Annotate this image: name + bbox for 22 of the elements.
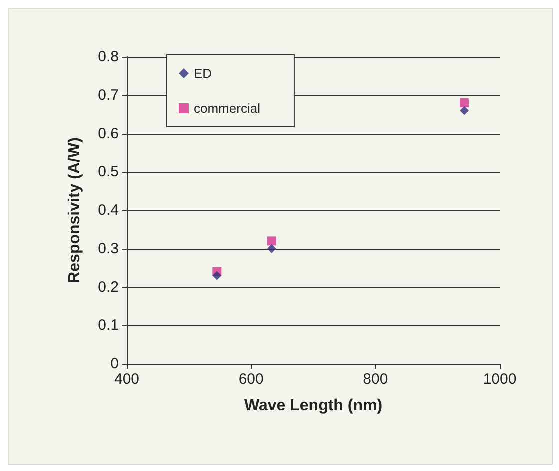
x-tick-label: 400 <box>114 371 140 388</box>
x-tick-label: 600 <box>238 371 264 388</box>
y-tick-label: 0.1 <box>98 317 119 334</box>
point <box>460 106 470 116</box>
y-tick-label: 0.3 <box>98 240 119 258</box>
y-tick-label: 0.7 <box>98 86 119 104</box>
point <box>460 98 470 108</box>
point <box>212 271 222 280</box>
legend-label: commercial <box>194 101 261 116</box>
y-tick-label: 0.5 <box>98 164 119 181</box>
x-tick-label: 1000 <box>483 371 517 388</box>
y-tick-label: 0.8 <box>98 48 119 66</box>
point <box>267 236 276 246</box>
y-tick-label: 0 <box>110 356 119 372</box>
y-tick-label: 0.4 <box>98 202 119 219</box>
point <box>267 244 276 254</box>
legend-label: ED <box>194 66 212 81</box>
y-tick-label: 0.6 <box>98 125 119 142</box>
x-tick-label: 800 <box>363 371 388 388</box>
x-axis-title: Wave Length (nm) <box>244 398 383 414</box>
y-tick-label: 0.2 <box>98 278 119 296</box>
y-axis-title: Responsivity (A/W) <box>66 138 84 284</box>
